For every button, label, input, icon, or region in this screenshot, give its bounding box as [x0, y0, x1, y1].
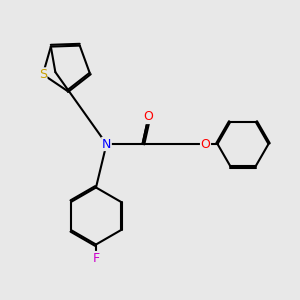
Text: O: O [144, 110, 153, 124]
Text: S: S [39, 68, 47, 81]
Text: O: O [201, 137, 210, 151]
Text: F: F [92, 251, 100, 265]
Text: N: N [102, 137, 111, 151]
